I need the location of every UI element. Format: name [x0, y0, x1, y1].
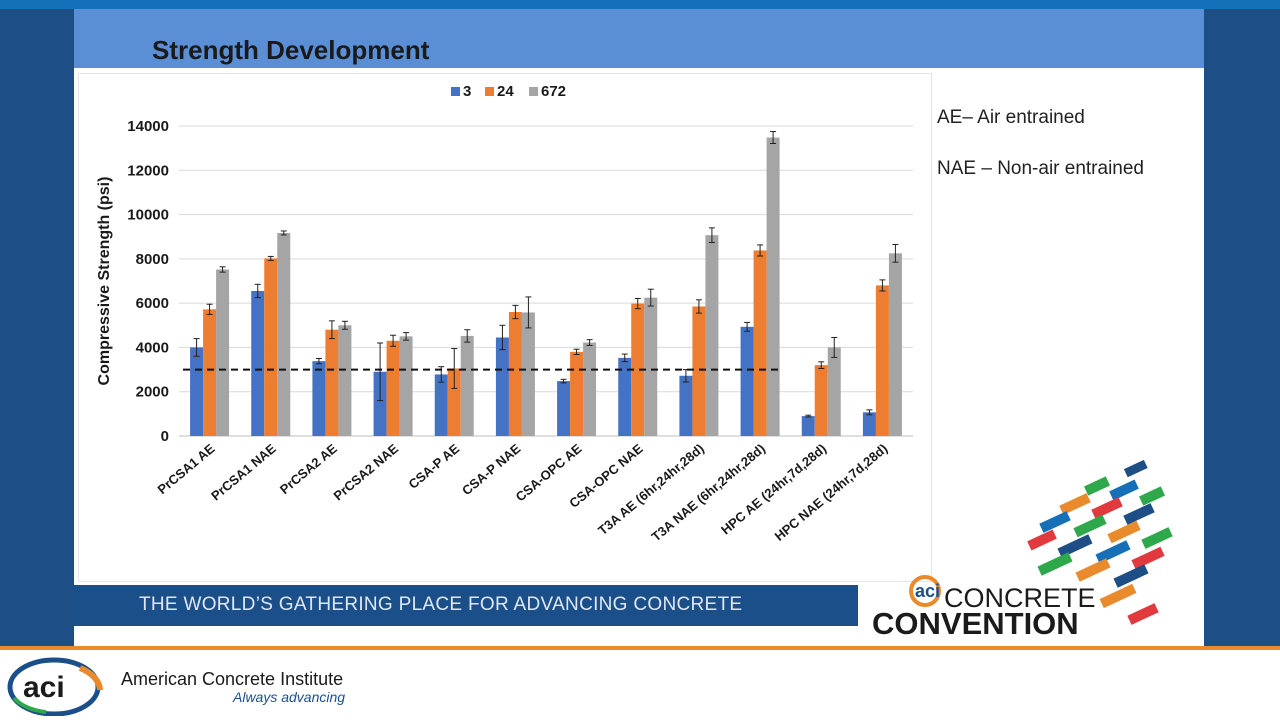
top-accent-strip — [0, 0, 1280, 9]
aci-orange-swoosh-icon — [78, 665, 103, 691]
bar-672 — [766, 137, 780, 436]
bar-chart: 0 2000 4000 6000 8000 10000 12000 14000 Compress… — [96, 83, 913, 545]
bar-3 — [801, 416, 815, 436]
slide: Strength Development 0 2000 4000 6000 8000 10… — [74, 9, 1204, 646]
institute-name: American Concrete Institute — [121, 669, 344, 689]
y-tick-label: 12000 — [127, 162, 169, 179]
legend-swatch-672 — [529, 87, 538, 96]
bar-24 — [753, 250, 767, 436]
bar-672 — [216, 269, 230, 436]
convention-word-convention: CONVENTION — [872, 606, 1079, 639]
slide-title: Strength Development — [152, 35, 430, 65]
bar-672 — [705, 235, 719, 436]
bar-24 — [631, 303, 645, 436]
x-tick-label: PrCSA2 NAE — [330, 441, 401, 504]
legend-swatch-24 — [485, 87, 494, 96]
bar-672 — [888, 253, 902, 436]
bar-24 — [203, 309, 217, 436]
bar-3 — [679, 375, 693, 436]
bar-672 — [521, 312, 535, 436]
y-tick-label: 14000 — [127, 118, 169, 135]
bar-24 — [692, 306, 706, 436]
bar-3 — [251, 290, 265, 436]
bar-672 — [460, 335, 474, 436]
tagline-bar: THE WORLD’S GATHERING PLACE FOR ADVANCIN… — [74, 585, 858, 626]
bar-24 — [386, 340, 400, 436]
y-tick-label: 2000 — [136, 384, 169, 401]
x-tick-label: T3A AE (6hr,24hr,28d) — [595, 441, 707, 538]
x-tick-label: PrCSA1 AE — [155, 441, 218, 497]
institute-tagline: Always advancing — [233, 689, 346, 705]
x-tick-label: PrCSA2 AE — [277, 441, 340, 497]
bar-672 — [399, 336, 413, 436]
bar-24 — [814, 365, 828, 436]
bar-3 — [740, 326, 754, 436]
bar-672 — [644, 297, 658, 436]
right-sidebar-band — [1204, 9, 1280, 646]
title-band: Strength Development — [74, 9, 1204, 68]
legend-label: 24 — [497, 83, 514, 100]
y-axis-label: Compressive Strength (psi) — [96, 177, 113, 386]
y-tick-label: 8000 — [136, 251, 169, 268]
x-tick-label: HPC AE (24hr,7d,28d) — [718, 441, 829, 538]
bar-3 — [190, 347, 204, 436]
footer: aci American Concrete Institute Always a… — [0, 650, 1280, 720]
y-tick-label: 4000 — [136, 339, 169, 356]
bar-3 — [312, 361, 326, 436]
tagline-text: THE WORLD’S GATHERING PLACE FOR ADVANCIN… — [139, 594, 743, 615]
aci-logo-text: aci — [23, 671, 65, 704]
x-tick-label: CSA-P AE — [405, 441, 462, 492]
footer-accent-line — [0, 646, 1280, 650]
bar-24 — [508, 312, 522, 436]
bar-672 — [338, 325, 352, 436]
bar-3 — [862, 412, 876, 436]
convention-bricks-graphic — [1027, 459, 1173, 625]
bar-24 — [264, 258, 278, 436]
x-tick-label: T3A NAE (6hr,24hr,28d) — [649, 441, 768, 545]
aci-green-swoosh-icon — [12, 696, 47, 714]
legend-label: 672 — [541, 83, 566, 100]
bar-3 — [495, 337, 509, 436]
note-ae: AE– Air entrained — [937, 107, 1085, 128]
bar-672 — [583, 342, 597, 436]
bar-3 — [373, 371, 387, 436]
left-sidebar-band — [0, 9, 74, 646]
bar-672 — [827, 347, 841, 436]
aci-swoosh-icon — [909, 575, 941, 607]
aci-logo: aci — [7, 657, 103, 716]
x-tick-label: PrCSA1 NAE — [208, 441, 279, 504]
convention-aci-mark: aci — [915, 581, 940, 601]
bar-3 — [618, 357, 632, 436]
bar-24 — [447, 368, 461, 436]
bar-672 — [277, 232, 291, 436]
convention-word-concrete: CONCRETE — [944, 583, 1096, 613]
y-tick-label: 10000 — [127, 207, 169, 224]
y-tick-label: 6000 — [136, 295, 169, 312]
chart-container: 0 2000 4000 6000 8000 10000 12000 14000 Compress… — [78, 73, 932, 582]
legend-label: 3 — [463, 83, 471, 100]
bar-24 — [325, 329, 339, 436]
x-tick-label: CSA-P NAE — [459, 441, 523, 499]
y-tick-label: 0 — [161, 428, 169, 445]
bar-3 — [557, 381, 571, 436]
bar-3 — [434, 374, 448, 436]
concrete-convention-logo: aci CONCRETE CONVENTION — [872, 459, 1173, 639]
note-nae: NAE – Non-air entrained — [937, 158, 1144, 179]
bar-24 — [570, 351, 584, 436]
bar-24 — [875, 285, 889, 436]
legend-swatch-3 — [451, 87, 460, 96]
